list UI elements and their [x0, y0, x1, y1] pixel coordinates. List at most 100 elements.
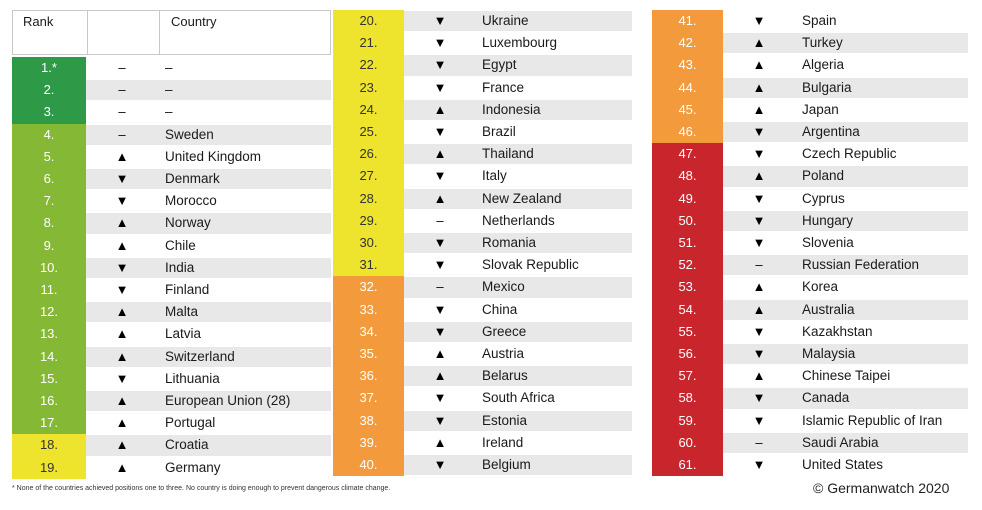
trend-up-icon: ▲ [433, 146, 447, 162]
trend-neutral-icon: – [118, 104, 126, 120]
row-stripe [723, 122, 968, 143]
table-row: 8. ▲ Norway [12, 212, 331, 235]
table-row: 61. ▼ United States [652, 454, 968, 477]
country-cell: Morocco [165, 193, 217, 209]
country-cell: Chile [165, 237, 196, 253]
row-stripe [404, 99, 632, 120]
row-stripe [723, 388, 968, 409]
rank-cell: 2. [12, 79, 86, 102]
trend-down-icon: ▼ [752, 323, 766, 339]
trend-up-icon: ▲ [752, 101, 766, 117]
trend-neutral-icon: – [436, 212, 444, 228]
rank-cell: 37. [333, 387, 404, 410]
table-row: 22. ▼ Egypt [333, 54, 632, 77]
rank-cell: 46. [652, 121, 723, 144]
rank-cell: 7. [12, 190, 86, 213]
row-stripe [404, 188, 632, 209]
row-stripe [404, 277, 632, 298]
country-cell: Ireland [482, 434, 524, 450]
rank-cell: 48. [652, 165, 723, 188]
trend-down-icon: ▼ [752, 346, 766, 361]
rank-cell: 40. [333, 454, 404, 477]
row-stripe [404, 410, 632, 431]
rank-cell: 6. [12, 168, 86, 191]
rank-cell: 43. [652, 54, 723, 77]
trend-up-icon: ▲ [115, 459, 129, 475]
row-stripe [723, 299, 968, 320]
trend-down-icon: ▼ [433, 390, 447, 406]
table-row: 6. ▼ Denmark [12, 168, 331, 191]
table-row: 42. ▲ Turkey [652, 32, 968, 55]
country-cell: Kazakhstan [802, 323, 873, 339]
trend-neutral-icon: – [755, 257, 763, 273]
rank-cell: 20. [333, 10, 404, 33]
trend-up-icon: ▲ [433, 190, 447, 206]
rank-cell: 12. [12, 301, 86, 324]
table-row: 45. ▲ Japan [652, 98, 968, 121]
row-stripe [404, 233, 632, 254]
trend-up-icon: ▲ [115, 304, 129, 320]
trend-down-icon: ▼ [433, 79, 447, 95]
rank-cell: 25. [333, 121, 404, 144]
country-cell: South Africa [482, 390, 555, 406]
row-stripe [86, 302, 331, 323]
row-stripe [404, 144, 632, 165]
trend-up-icon: ▲ [433, 368, 447, 384]
table-row: 12. ▲ Malta [12, 301, 331, 324]
table-row: 40. ▼ Belgium [333, 454, 632, 477]
rank-cell: 54. [652, 298, 723, 321]
table-row: 19. ▲ Germany [12, 456, 331, 479]
row-stripe [86, 346, 331, 367]
row-stripe [404, 366, 632, 387]
trend-up-icon: ▲ [752, 79, 766, 95]
table-row: 47. ▼ Czech Republic [652, 143, 968, 166]
row-stripe [723, 255, 968, 276]
trend-down-icon: ▼ [433, 257, 447, 273]
table-row: 28. ▲ New Zealand [333, 187, 632, 210]
rank-header: Rank [23, 14, 54, 29]
rank-cell: 14. [12, 345, 86, 368]
rank-cell: 55. [652, 320, 723, 343]
table-row: 50. ▼ Hungary [652, 209, 968, 232]
country-cell: Switzerland [165, 348, 235, 364]
country-cell: France [482, 79, 525, 95]
table-row: 39. ▲ Ireland [333, 431, 632, 454]
rank-cell: 4. [12, 123, 86, 146]
rank-cell: 50. [652, 209, 723, 232]
rank-cell: 5. [12, 145, 86, 168]
trend-down-icon: ▼ [115, 193, 129, 209]
table-row: 36. ▲ Belarus [333, 365, 632, 388]
trend-neutral-icon: – [755, 434, 763, 450]
country-cell: Lithuania [165, 370, 220, 386]
row-stripe [723, 33, 968, 54]
country-cell: Islamic Republic of Iran [802, 412, 943, 428]
rank-cell: 60. [652, 431, 723, 454]
country-cell: Slovenia [802, 235, 854, 250]
country-cell: European Union (28) [165, 393, 291, 408]
table-row: 25. ▼ Brazil [333, 121, 632, 144]
table-row: 33. ▼ China [333, 298, 632, 321]
rank-cell: 57. [652, 365, 723, 388]
trend-down-icon: ▼ [433, 124, 447, 139]
table-row: 55. ▼ Kazakhstan [652, 320, 968, 343]
country-cell: Estonia [482, 412, 528, 428]
country-cell: Japan [802, 101, 839, 117]
trend-down-icon: ▼ [433, 457, 447, 472]
footnote: * None of the countries achieved positio… [12, 485, 391, 492]
country-cell: Chinese Taipei [802, 368, 891, 384]
copyright: © Germanwatch 2020 [813, 480, 950, 496]
country-cell: Bulgaria [802, 79, 852, 95]
trend-down-icon: ▼ [752, 190, 766, 206]
country-cell: China [482, 301, 518, 317]
rank-cell: 23. [333, 76, 404, 99]
trend-neutral-icon: – [118, 60, 126, 75]
trend-down-icon: ▼ [115, 259, 129, 275]
country-cell: Brazil [482, 124, 516, 139]
rank-cell: 11. [12, 279, 86, 302]
table-row: 20. ▼ Ukraine [333, 10, 632, 33]
country-cell: Egypt [482, 57, 517, 73]
rank-cell: 8. [12, 212, 86, 235]
country-cell: Belarus [482, 368, 528, 384]
table-row: 26. ▲ Thailand [333, 143, 632, 166]
country-cell: Czech Republic [802, 146, 897, 162]
